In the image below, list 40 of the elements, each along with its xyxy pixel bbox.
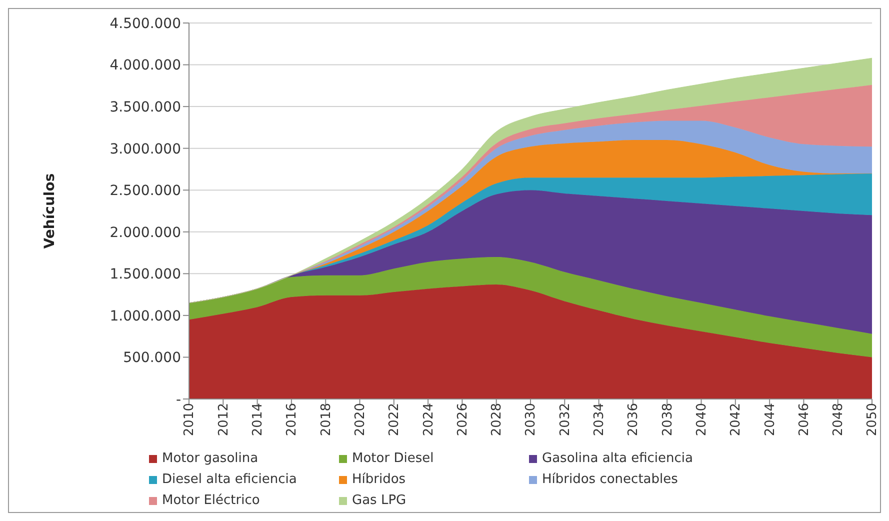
x-tick-label: 2034 bbox=[592, 403, 608, 436]
x-tick-label: 2048 bbox=[831, 403, 846, 436]
y-tick-label: - bbox=[176, 392, 181, 408]
y-tick-label: 1.000.000 bbox=[110, 308, 181, 324]
y-tick-label: 500.000 bbox=[123, 350, 181, 366]
y-tick-label: 4.500.000 bbox=[110, 16, 181, 32]
legend-label: Motor gasolina bbox=[162, 451, 258, 466]
x-tick-label: 2046 bbox=[796, 403, 812, 436]
x-tick-label: 2016 bbox=[284, 403, 300, 436]
x-tick-label: 2014 bbox=[250, 403, 266, 436]
x-tick-label: 2024 bbox=[421, 403, 436, 436]
legend-label: Motor Eléctrico bbox=[162, 493, 260, 508]
x-tick-label: 2012 bbox=[216, 403, 232, 436]
y-tick-label: 3.500.000 bbox=[110, 100, 181, 116]
x-tick-label: 2028 bbox=[490, 403, 505, 436]
legend-label: Gasolina alta eficiencia bbox=[542, 451, 694, 466]
y-tick-label: 4.000.000 bbox=[110, 58, 181, 74]
legend-label: Híbridos bbox=[352, 472, 406, 487]
y-tick-label: 2.500.000 bbox=[110, 183, 181, 200]
x-tick-label: 2020 bbox=[352, 403, 368, 436]
x-tick-label: 2026 bbox=[455, 403, 470, 436]
x-tick-label: 2044 bbox=[762, 403, 778, 436]
y-axis-title: Vehículos bbox=[42, 173, 58, 249]
x-tick-label: 2032 bbox=[558, 403, 573, 436]
legend-label: Híbridos conectables bbox=[542, 472, 678, 487]
x-tick-label: 2036 bbox=[626, 403, 642, 436]
x-tick-label: 2050 bbox=[865, 403, 880, 436]
x-tick-label: 2022 bbox=[387, 403, 402, 436]
x-tick-label: 2042 bbox=[728, 403, 744, 436]
y-tick-label: 2.000.000 bbox=[110, 224, 181, 241]
x-tick-label: 2030 bbox=[524, 403, 539, 436]
legend-label: Gas LPG bbox=[352, 493, 406, 508]
y-tick-label: 1.500.000 bbox=[110, 266, 181, 283]
legend-label: Motor Diesel bbox=[352, 451, 434, 466]
legend-label: Diesel alta eficiencia bbox=[162, 472, 297, 487]
x-tick-label: 2010 bbox=[182, 403, 198, 436]
x-tick-label: 2018 bbox=[318, 403, 334, 436]
x-tick-label: 2040 bbox=[694, 403, 710, 436]
y-tick-label: 3.000.000 bbox=[110, 141, 181, 158]
x-tick-label: 2038 bbox=[660, 403, 676, 436]
